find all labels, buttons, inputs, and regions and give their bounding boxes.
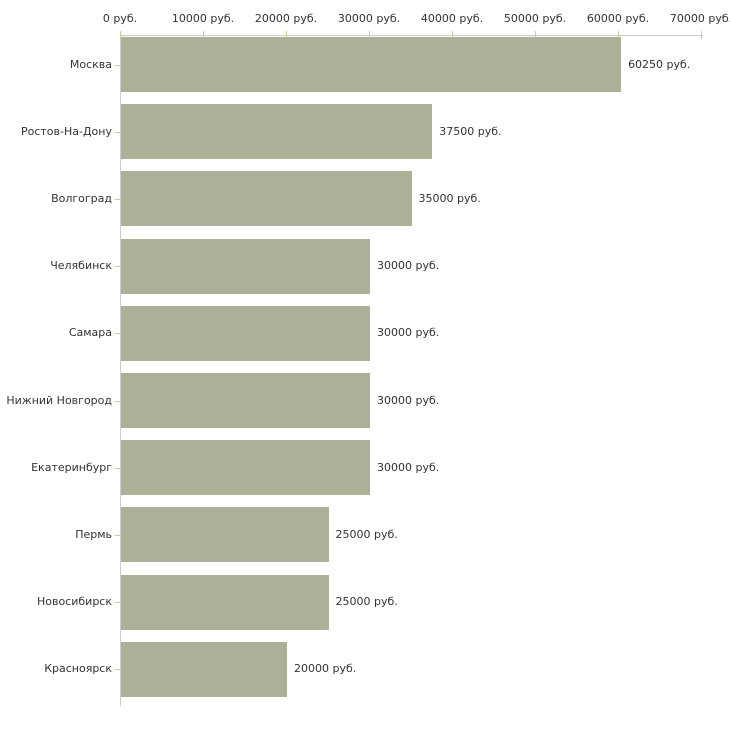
bar xyxy=(121,641,287,697)
y-axis-line xyxy=(120,35,121,706)
x-tick xyxy=(286,31,287,39)
category-tick xyxy=(115,669,120,671)
category-tick xyxy=(115,64,120,66)
category-label: Красноярск xyxy=(44,662,112,676)
value-label: 60250 руб. xyxy=(628,57,691,71)
bar xyxy=(121,238,370,294)
value-label: 30000 руб. xyxy=(377,259,440,273)
value-label: 30000 руб. xyxy=(377,393,440,407)
category-label: Новосибирск xyxy=(36,595,112,609)
category-label: Екатеринбург xyxy=(31,460,112,474)
value-label: 25000 руб. xyxy=(335,527,398,541)
x-tick xyxy=(701,31,702,39)
bar xyxy=(121,440,370,496)
category-tick xyxy=(115,534,120,536)
x-tick-label: 40000 руб. xyxy=(420,12,484,25)
category-label: Нижний Новгород xyxy=(6,393,112,407)
bar xyxy=(121,171,412,227)
category-label: Москва xyxy=(69,57,112,71)
category-tick xyxy=(115,602,120,604)
category-tick xyxy=(115,467,120,469)
x-tick-label: 0 руб. xyxy=(102,12,138,25)
category-label: Волгоград xyxy=(51,191,112,205)
category-label: Челябинск xyxy=(50,259,112,273)
category-tick xyxy=(115,198,120,200)
bar xyxy=(121,373,370,428)
bar xyxy=(121,104,433,160)
x-axis-line xyxy=(120,35,703,36)
x-tick-label: 60000 руб. xyxy=(586,12,650,25)
category-tick xyxy=(115,266,120,268)
value-label: 30000 руб. xyxy=(377,460,440,474)
category-label: Пермь xyxy=(75,527,112,541)
x-tick xyxy=(452,31,453,39)
category-tick xyxy=(115,400,120,402)
bar xyxy=(121,507,329,563)
bar xyxy=(121,305,370,361)
x-tick-label: 10000 руб. xyxy=(171,12,235,25)
x-tick-label: 70000 руб. xyxy=(669,12,730,25)
category-label: Ростов-На-Дону xyxy=(20,124,112,138)
bar xyxy=(121,37,622,92)
value-label: 37500 руб. xyxy=(439,124,502,138)
x-tick xyxy=(535,31,536,39)
value-label: 35000 руб. xyxy=(418,191,481,205)
x-tick xyxy=(120,31,121,39)
x-tick-label: 20000 руб. xyxy=(254,12,318,25)
value-label: 30000 руб. xyxy=(377,326,440,340)
bar xyxy=(121,574,329,630)
x-tick xyxy=(369,31,370,39)
value-label: 20000 руб. xyxy=(294,662,357,676)
x-tick-label: 30000 руб. xyxy=(337,12,401,25)
x-tick xyxy=(618,31,619,39)
x-tick xyxy=(203,31,204,39)
category-label: Самара xyxy=(68,326,112,340)
x-tick-label: 50000 руб. xyxy=(503,12,567,25)
category-tick xyxy=(115,131,120,133)
value-label: 25000 руб. xyxy=(335,595,398,609)
category-tick xyxy=(115,333,120,335)
